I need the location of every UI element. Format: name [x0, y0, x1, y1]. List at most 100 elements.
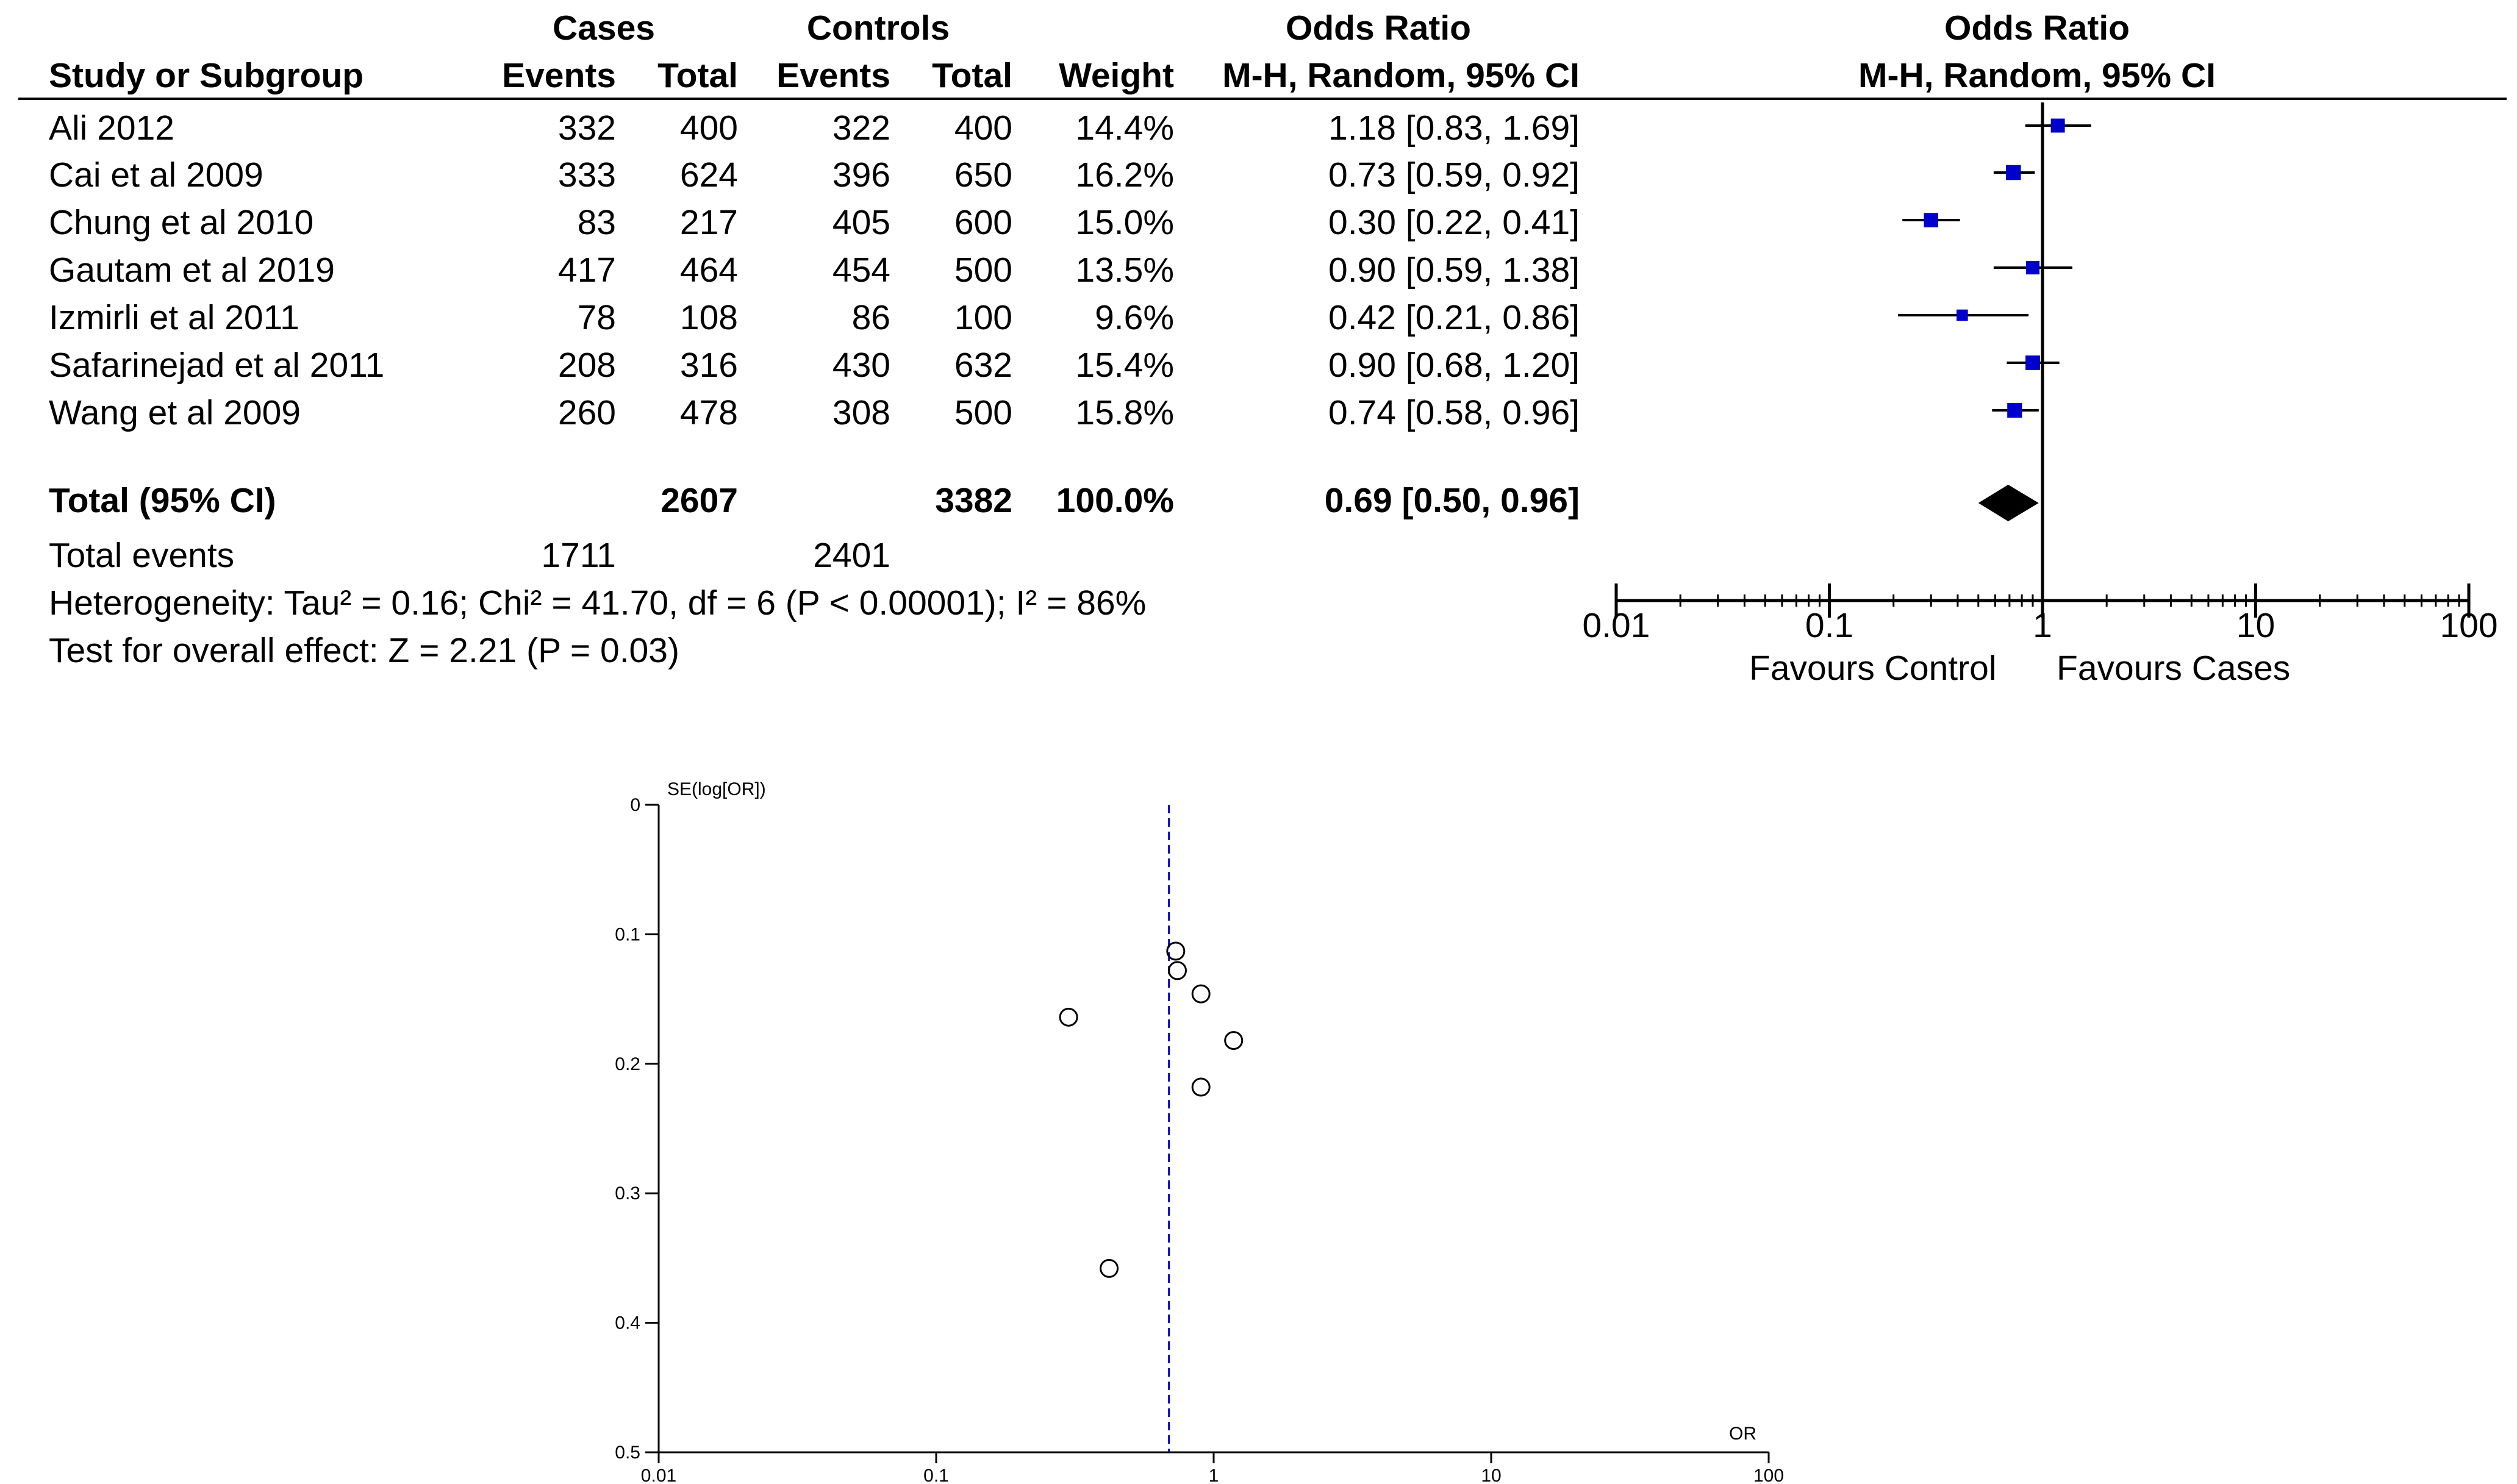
- row-ctrl-events: 396: [832, 155, 890, 194]
- funnel-x-tick-label: 10: [1481, 1466, 1501, 1484]
- funnel-point: [1191, 984, 1211, 1004]
- total-or: 0.69 [0.50, 0.96]: [1324, 481, 1580, 520]
- funnel-plot: SE(log[OR]) OR 0 0.1 0.2 0.3 0.4 0.50.01 0.1 1 1…: [615, 779, 1784, 1484]
- total-ctrl-events: 2401: [813, 536, 890, 575]
- funnel-x-tick-label: 1: [1209, 1466, 1219, 1484]
- row-or: 0.90 [0.68, 1.20]: [1328, 346, 1580, 385]
- row-ctrl-events: 86: [851, 298, 890, 337]
- funnel-y-tick-label: 0.5: [615, 1443, 640, 1463]
- funnel-x-tick-label: 0.1: [923, 1466, 949, 1484]
- row-case-events: 332: [557, 109, 616, 148]
- row-case-total: 108: [679, 298, 738, 337]
- row-study: Safarinejad et al 2011: [49, 346, 385, 385]
- overall-effect-text: Test for overall effect: Z = 2.21 (P = 0…: [49, 631, 679, 670]
- forest-point: [1957, 309, 1968, 321]
- header-weight: Weight: [1059, 56, 1174, 95]
- funnel-y-tick-label: 0.3: [615, 1183, 640, 1204]
- forest-point: [2025, 355, 2040, 370]
- funnel-y-tick-label: 0.1: [615, 924, 640, 944]
- forest-tick-label: 1: [2033, 606, 2052, 645]
- row-ctrl-total: 400: [954, 109, 1012, 148]
- heterogeneity-text: Heterogeneity: Tau² = 0.16; Chi² = 41.70…: [49, 583, 1147, 622]
- funnel-x-tick-label: 100: [1753, 1466, 1784, 1484]
- row-study: Wang et al 2009: [49, 393, 301, 432]
- row-study: Chung et al 2010: [49, 203, 314, 242]
- row-case-total: 217: [679, 203, 738, 242]
- row-ctrl-total: 500: [954, 393, 1012, 432]
- total-case-events: 1711: [541, 536, 616, 575]
- header-study: Study or Subgroup: [49, 56, 364, 95]
- row-ctrl-total: 100: [954, 298, 1012, 337]
- funnel-point: [1168, 961, 1187, 980]
- forest-favours-right: Favours Cases: [2057, 649, 2291, 688]
- row-study: Gautam et al 2019: [49, 251, 335, 290]
- forest-favours-left: Favours Control: [1749, 649, 1997, 688]
- row-ctrl-events: 322: [832, 109, 890, 148]
- row-case-total: 400: [679, 109, 738, 148]
- row-weight: 13.5%: [1075, 251, 1174, 290]
- row-or: 0.73 [0.59, 0.92]: [1328, 155, 1580, 194]
- row-weight: 15.4%: [1075, 346, 1174, 385]
- row-case-total: 624: [679, 155, 738, 194]
- total-weight: 100.0%: [1056, 481, 1174, 520]
- row-or: 1.18 [0.83, 1.69]: [1328, 109, 1580, 148]
- row-ctrl-total: 650: [954, 155, 1012, 194]
- row-case-events: 83: [577, 203, 616, 242]
- row-or: 0.74 [0.58, 0.96]: [1328, 393, 1580, 432]
- header-ctrl-events: Events: [776, 56, 890, 95]
- row-study: Cai et al 2009: [49, 155, 263, 194]
- forest-tick-label: 0.1: [1805, 606, 1853, 645]
- funnel-y-tick-label: 0.4: [615, 1313, 640, 1333]
- funnel-x-axis-label: OR: [1729, 1424, 1756, 1444]
- header-group-controls: Controls: [806, 9, 950, 48]
- funnel-point: [1224, 1031, 1244, 1051]
- row-weight: 9.6%: [1095, 298, 1174, 337]
- row-ctrl-total: 500: [954, 251, 1012, 290]
- forest-tick-label: 10: [2236, 606, 2275, 645]
- row-or: 0.90 [0.59, 1.38]: [1328, 251, 1580, 290]
- row-study: Izmirli et al 2011: [49, 298, 299, 337]
- header-or-method: M-H, Random, 95% CI: [1222, 56, 1580, 95]
- header-ctrl-total: Total: [932, 56, 1012, 95]
- row-case-events: 333: [557, 155, 616, 194]
- funnel-point: [1059, 1007, 1078, 1027]
- total-label: Total (95% CI): [49, 481, 276, 520]
- header-case-total: Total: [657, 56, 738, 95]
- header-case-events: Events: [502, 56, 616, 95]
- row-ctrl-events: 454: [832, 251, 890, 290]
- row-case-total: 464: [679, 251, 738, 290]
- forest-point: [2050, 118, 2065, 133]
- row-weight: 16.2%: [1075, 155, 1174, 194]
- forest-point: [2007, 402, 2022, 418]
- forest-point: [1924, 213, 1939, 227]
- row-ctrl-total: 632: [954, 346, 1012, 385]
- header-rule: [18, 98, 2507, 100]
- header-group-cases: Cases: [553, 9, 655, 48]
- funnel-point: [1100, 1258, 1119, 1278]
- row-ctrl-events: 308: [832, 393, 890, 432]
- forest-tick-label: 0.01: [1583, 606, 1650, 645]
- forest-tick-label: 100: [2440, 606, 2497, 645]
- row-case-total: 478: [679, 393, 738, 432]
- header-or-title: Odds Ratio: [1285, 9, 1471, 48]
- funnel-y-tick-label: 0: [630, 795, 640, 815]
- row-case-total: 316: [679, 346, 738, 385]
- row-case-events: 78: [577, 298, 616, 337]
- row-case-events: 417: [557, 251, 616, 290]
- row-weight: 14.4%: [1075, 109, 1174, 148]
- row-case-events: 208: [557, 346, 616, 385]
- header-plot-method: M-H, Random, 95% CI: [1858, 56, 2216, 95]
- row-or: 0.30 [0.22, 0.41]: [1328, 203, 1580, 242]
- forest-pooled-diamond: [1978, 485, 2039, 521]
- row-weight: 15.8%: [1075, 393, 1174, 432]
- header-plot-title: Odds Ratio: [1944, 9, 2130, 48]
- funnel-x-tick-label: 0.01: [641, 1466, 676, 1484]
- row-ctrl-events: 430: [832, 346, 890, 385]
- total-case-total: 2607: [661, 481, 738, 520]
- forest-point: [2005, 165, 2021, 180]
- row-ctrl-total: 600: [954, 203, 1012, 242]
- row-weight: 15.0%: [1075, 203, 1174, 242]
- total-ctrl-total: 3382: [935, 481, 1012, 520]
- forest-plot: 0.01 0.1 1 10 100: [1583, 102, 2498, 645]
- row-or: 0.42 [0.21, 0.86]: [1328, 298, 1580, 337]
